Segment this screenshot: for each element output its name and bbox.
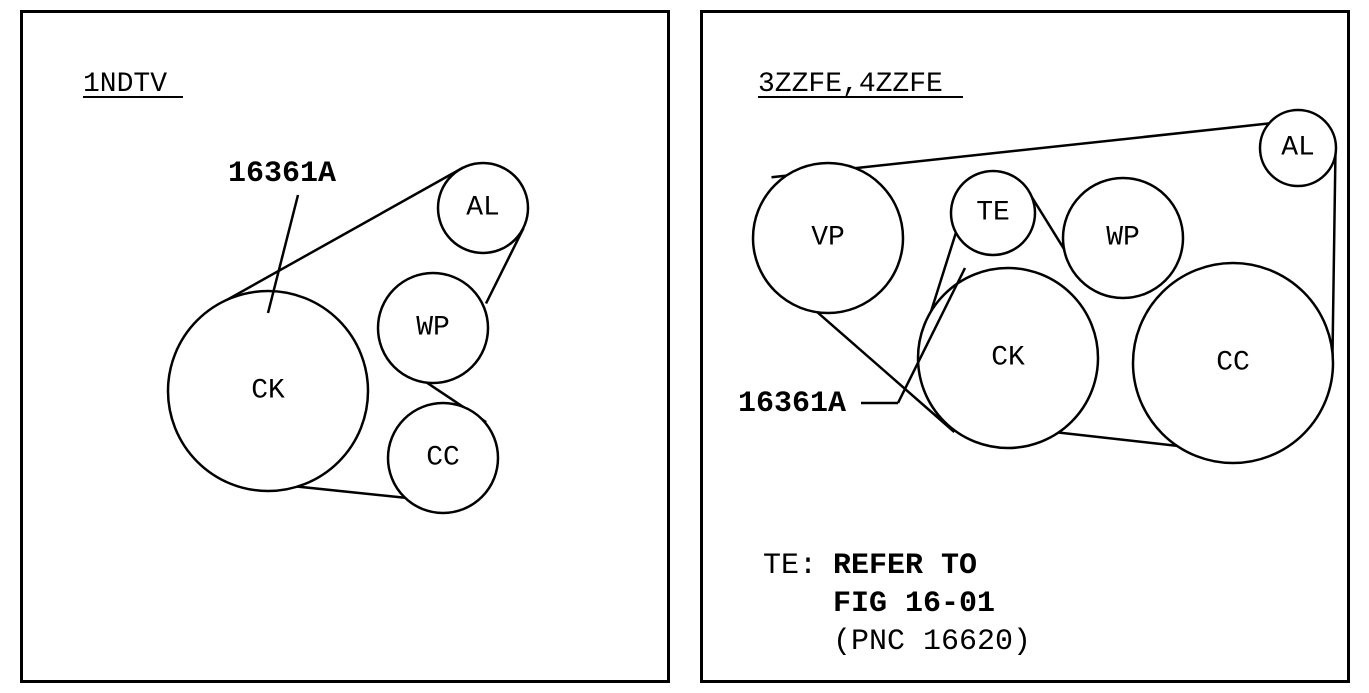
note-prefix: TE: xyxy=(763,549,817,583)
pulley-label-cc: CC xyxy=(426,443,460,474)
pulley-label-wp: WP xyxy=(416,313,450,344)
pulley-label-al: AL xyxy=(1281,133,1315,164)
pulley-label-te: TE xyxy=(976,198,1010,229)
pulley-label-cc: CC xyxy=(1216,348,1250,379)
diagram-title: 3ZZFE,4ZZFE xyxy=(758,69,943,100)
note-line-1: REFER TO xyxy=(833,549,977,583)
diagram-panel-right: 3ZZFE,4ZZFE VP TE CK WP CC AL 16361A TE: REFER TO… xyxy=(700,10,1350,683)
pulley-label-ck: CK xyxy=(251,376,285,407)
pulley-label-ck: CK xyxy=(991,343,1025,374)
note-line-2: FIG 16-01 xyxy=(833,587,995,621)
diagram-panel-left: 1NDTV CK WP CC AL 16361A xyxy=(20,10,670,683)
note-line-3: (PNC 16620) xyxy=(833,625,1031,659)
belt-segment xyxy=(1332,143,1335,368)
pulley-label-vp: VP xyxy=(811,223,845,254)
pulley-label-al: AL xyxy=(466,193,500,224)
part-callout: 16361A xyxy=(738,387,846,421)
part-callout: 16361A xyxy=(228,157,336,191)
belt-segment xyxy=(1058,433,1177,446)
diagram-title: 1NDTV xyxy=(83,69,167,100)
pulley-label-wp: WP xyxy=(1106,223,1140,254)
